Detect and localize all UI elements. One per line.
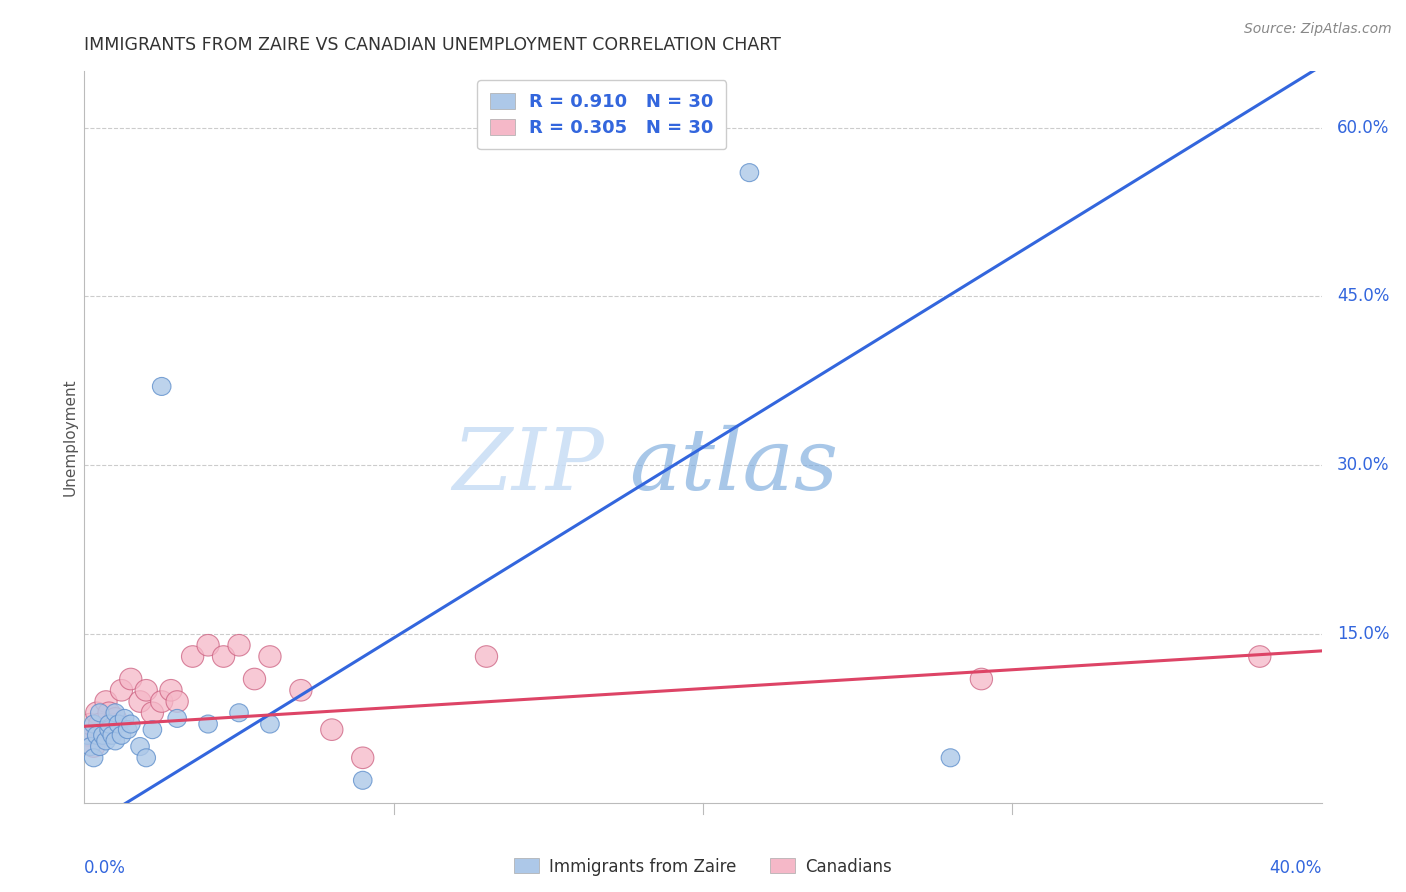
Ellipse shape: [352, 747, 374, 769]
Ellipse shape: [121, 715, 141, 733]
Ellipse shape: [83, 736, 105, 757]
Ellipse shape: [941, 748, 960, 767]
Ellipse shape: [970, 668, 993, 690]
Ellipse shape: [120, 668, 142, 690]
Ellipse shape: [143, 721, 162, 739]
Ellipse shape: [321, 719, 343, 740]
Ellipse shape: [229, 704, 249, 722]
Ellipse shape: [243, 668, 266, 690]
Ellipse shape: [198, 715, 218, 733]
Ellipse shape: [475, 646, 498, 667]
Ellipse shape: [152, 377, 172, 395]
Ellipse shape: [150, 690, 173, 713]
Ellipse shape: [112, 726, 131, 744]
Ellipse shape: [212, 646, 235, 667]
Ellipse shape: [141, 702, 163, 723]
Ellipse shape: [131, 738, 149, 756]
Ellipse shape: [87, 726, 105, 744]
Ellipse shape: [129, 690, 152, 713]
Ellipse shape: [90, 704, 110, 722]
Ellipse shape: [118, 721, 136, 739]
Ellipse shape: [105, 704, 125, 722]
Ellipse shape: [740, 163, 759, 182]
Y-axis label: Unemployment: Unemployment: [62, 378, 77, 496]
Ellipse shape: [110, 715, 128, 733]
Ellipse shape: [94, 690, 117, 713]
Ellipse shape: [228, 634, 250, 656]
Text: IMMIGRANTS FROM ZAIRE VS CANADIAN UNEMPLOYMENT CORRELATION CHART: IMMIGRANTS FROM ZAIRE VS CANADIAN UNEMPL…: [84, 36, 782, 54]
Text: 60.0%: 60.0%: [1337, 119, 1389, 136]
Ellipse shape: [181, 646, 204, 667]
Ellipse shape: [1249, 646, 1271, 667]
Ellipse shape: [84, 715, 103, 733]
Text: Source: ZipAtlas.com: Source: ZipAtlas.com: [1244, 22, 1392, 37]
Text: 45.0%: 45.0%: [1337, 287, 1389, 305]
Text: 40.0%: 40.0%: [1270, 859, 1322, 877]
Ellipse shape: [79, 714, 101, 735]
Ellipse shape: [97, 732, 115, 750]
Text: ZIP: ZIP: [453, 425, 605, 508]
Ellipse shape: [110, 680, 132, 701]
Ellipse shape: [353, 772, 373, 789]
Ellipse shape: [135, 680, 157, 701]
Ellipse shape: [91, 724, 114, 746]
Text: 0.0%: 0.0%: [84, 859, 127, 877]
Text: atlas: atlas: [628, 425, 838, 508]
Ellipse shape: [104, 707, 127, 729]
Ellipse shape: [76, 724, 98, 746]
Ellipse shape: [259, 646, 281, 667]
Ellipse shape: [160, 680, 183, 701]
Ellipse shape: [98, 702, 121, 723]
Ellipse shape: [79, 726, 97, 744]
Ellipse shape: [136, 748, 156, 767]
Legend: Immigrants from Zaire, Canadians: Immigrants from Zaire, Canadians: [508, 851, 898, 882]
Ellipse shape: [103, 726, 121, 744]
Ellipse shape: [90, 738, 110, 756]
Ellipse shape: [115, 709, 134, 727]
Ellipse shape: [101, 714, 124, 735]
Ellipse shape: [105, 732, 125, 750]
Text: 15.0%: 15.0%: [1337, 625, 1389, 643]
Ellipse shape: [82, 738, 100, 756]
Ellipse shape: [100, 721, 118, 739]
Text: 30.0%: 30.0%: [1337, 456, 1389, 475]
Ellipse shape: [94, 726, 112, 744]
Ellipse shape: [260, 715, 280, 733]
Ellipse shape: [84, 748, 103, 767]
Ellipse shape: [89, 714, 111, 735]
Ellipse shape: [197, 634, 219, 656]
Ellipse shape: [166, 690, 188, 713]
Ellipse shape: [290, 680, 312, 701]
Ellipse shape: [100, 715, 118, 733]
Ellipse shape: [86, 702, 108, 723]
Ellipse shape: [167, 709, 187, 727]
